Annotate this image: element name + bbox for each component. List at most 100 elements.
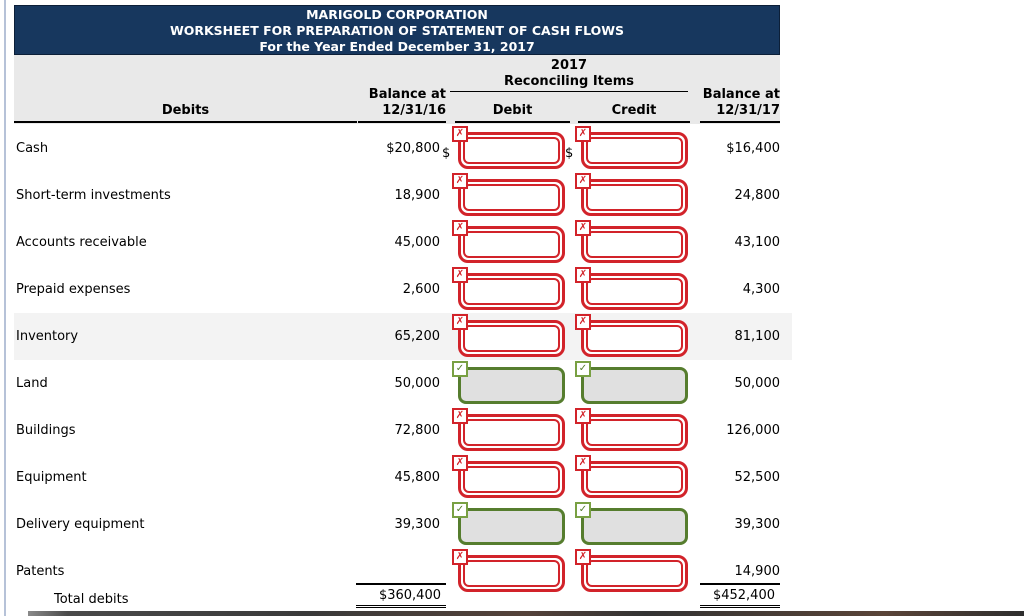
- balance-cur-value: 39,300: [734, 517, 781, 532]
- x-icon: ✗: [575, 173, 591, 189]
- table-header: 2017 Reconciling Items Debits Balance at…: [14, 55, 780, 124]
- balance-prev-column-header: Balance at 12/31/16: [354, 87, 446, 119]
- balance-prev-value: 45,000: [394, 235, 441, 250]
- dollar-prefix-credit: $: [565, 146, 574, 161]
- credit-input-field[interactable]: [586, 466, 683, 493]
- balance-cur-value: 14,900: [734, 564, 781, 579]
- balance-prev-value: $20,800: [386, 141, 440, 156]
- balance-cur-underline: [700, 121, 780, 123]
- debit-input-field[interactable]: [463, 278, 560, 305]
- worksheet-title: WORKSHEET FOR PREPARATION OF STATEMENT O…: [169, 23, 625, 38]
- credit-input-field[interactable]: [586, 184, 683, 211]
- balance-prev-value: 72,800: [394, 423, 441, 438]
- balance-cur-value: 126,000: [726, 423, 780, 438]
- x-icon: ✗: [575, 408, 591, 424]
- credit-input[interactable]: ✗: [575, 314, 688, 357]
- balance-cur-line1: Balance at: [702, 87, 780, 102]
- debit-input[interactable]: ✗: [452, 455, 565, 498]
- credit-column-header: Credit: [611, 103, 657, 118]
- worksheet-title-banner: MARIGOLD CORPORATION WORKSHEET FOR PREPA…: [14, 5, 780, 55]
- x-icon: ✗: [452, 173, 468, 189]
- x-icon: ✗: [452, 549, 468, 565]
- bottom-window-edge: [28, 611, 1024, 616]
- debit-input[interactable]: ✗: [452, 220, 565, 263]
- balance-cur-value: 24,800: [734, 188, 781, 203]
- period-subtitle: For the Year Ended December 31, 2017: [259, 39, 535, 54]
- balance-cur-value: 50,000: [734, 376, 781, 391]
- check-icon: ✓: [575, 502, 591, 518]
- debits-column-header: Debits: [161, 103, 210, 118]
- total-debits-label: Total debits: [54, 592, 129, 607]
- credit-input-field[interactable]: [586, 560, 683, 587]
- row-cash: Cash $20,800 $ ✗ $ ✗ $16,400: [14, 125, 792, 172]
- x-icon: ✗: [452, 314, 468, 330]
- x-icon: ✗: [452, 408, 468, 424]
- debit-input-field[interactable]: [463, 137, 560, 164]
- credit-input[interactable]: ✗: [575, 408, 688, 451]
- credit-input-field[interactable]: [586, 137, 683, 164]
- x-icon: ✗: [575, 220, 591, 236]
- credit-input[interactable]: ✗: [575, 549, 688, 592]
- dollar-prefix-debit: $: [442, 146, 451, 161]
- row-label: Buildings: [16, 423, 76, 438]
- debit-input-field[interactable]: [463, 231, 560, 258]
- debit-input-field[interactable]: [463, 325, 560, 352]
- reconciling-underline: [450, 91, 688, 92]
- balance-cur-column-header: Balance at 12/31/17: [688, 87, 780, 119]
- debit-input-field[interactable]: [463, 560, 560, 587]
- credit-input-field[interactable]: [586, 278, 683, 305]
- debit-column-header: Debit: [492, 103, 533, 118]
- credit-input[interactable]: ✗: [575, 267, 688, 310]
- row-label: Land: [16, 376, 48, 391]
- row-delivery-equipment: Delivery equipment 39,300 ✓ ✓ 39,300: [14, 501, 792, 548]
- debit-input[interactable]: ✗: [452, 408, 565, 451]
- credit-input[interactable]: ✗: [575, 126, 688, 169]
- total-debits-row: Total debits $360,400 $452,400: [14, 580, 792, 614]
- row-label: Accounts receivable: [16, 235, 147, 250]
- debit-input[interactable]: ✗: [452, 267, 565, 310]
- balance-cur-value: $16,400: [726, 141, 780, 156]
- x-icon: ✗: [575, 126, 591, 142]
- balance-prev-value: 45,800: [394, 470, 441, 485]
- row-prepaid-expenses: Prepaid expenses 2,600 ✗ ✗ 4,300: [14, 266, 792, 313]
- debits-underline: [14, 121, 357, 123]
- debit-input[interactable]: ✗: [452, 173, 565, 216]
- credit-input-field[interactable]: [586, 419, 683, 446]
- balance-cur-value: 52,500: [734, 470, 781, 485]
- row-buildings: Buildings 72,800 ✗ ✗ 126,000: [14, 407, 792, 454]
- debit-input-field[interactable]: [463, 184, 560, 211]
- balance-prev-underline: [358, 121, 446, 123]
- debit-input-disabled: ✓: [452, 502, 565, 545]
- balance-prev-value: 18,900: [394, 188, 441, 203]
- credit-input-disabled: ✓: [575, 502, 688, 545]
- reconciling-year-header: 2017: [550, 58, 588, 73]
- balance-prev-value: 50,000: [394, 376, 441, 391]
- row-label: Inventory: [16, 329, 79, 344]
- balance-prev-value: 2,600: [402, 282, 440, 297]
- debit-input[interactable]: ✗: [452, 314, 565, 357]
- credit-input[interactable]: ✗: [575, 220, 688, 263]
- debit-underline: [455, 121, 570, 123]
- total-balance-prev: $360,400: [356, 583, 446, 608]
- debit-input-field[interactable]: [463, 419, 560, 446]
- x-icon: ✗: [452, 220, 468, 236]
- reconciling-items-header: Reconciling Items: [503, 74, 635, 89]
- balance-cur-line2: 12/31/17: [716, 103, 780, 118]
- debit-input-disabled: ✓: [452, 361, 565, 404]
- credit-input[interactable]: ✗: [575, 455, 688, 498]
- balance-cur-value: 43,100: [734, 235, 781, 250]
- company-name: MARIGOLD CORPORATION: [306, 7, 488, 22]
- row-label: Equipment: [16, 470, 87, 485]
- balance-prev-line2: 12/31/16: [382, 103, 446, 118]
- credit-input-field[interactable]: [586, 325, 683, 352]
- x-icon: ✗: [452, 126, 468, 142]
- check-icon: ✓: [575, 361, 591, 377]
- credit-input[interactable]: ✗: [575, 173, 688, 216]
- debit-input-field[interactable]: [463, 466, 560, 493]
- balance-prev-value: 39,300: [394, 517, 441, 532]
- debit-input[interactable]: ✗: [452, 549, 565, 592]
- total-balance-cur: $452,400: [700, 583, 780, 608]
- credit-input-field[interactable]: [586, 231, 683, 258]
- credit-input-disabled: ✓: [575, 361, 688, 404]
- debit-input[interactable]: ✗: [452, 126, 565, 169]
